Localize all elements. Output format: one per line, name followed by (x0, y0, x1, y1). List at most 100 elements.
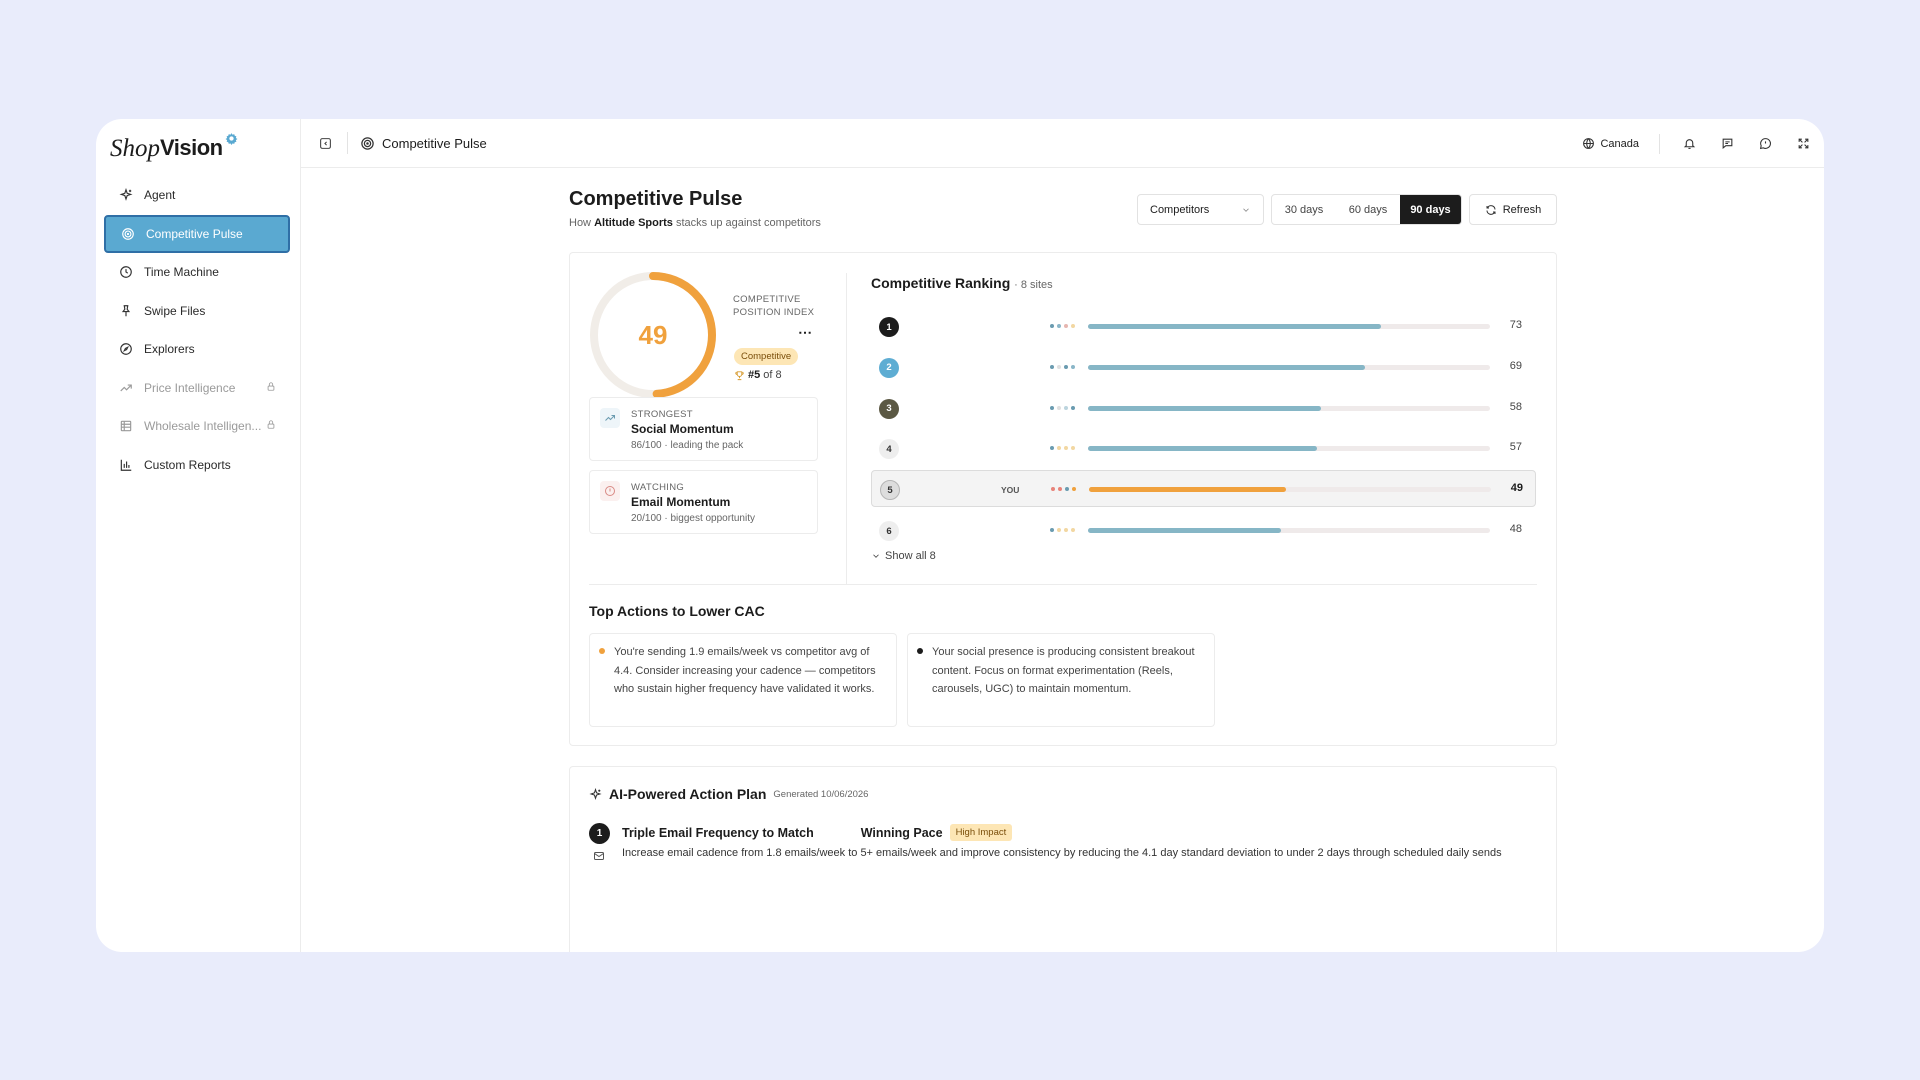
channel-dot (1064, 446, 1068, 451)
country-selector[interactable]: Canada (1582, 137, 1639, 150)
score-value: 48 (1509, 523, 1522, 535)
refresh-icon (1486, 204, 1496, 215)
rank-badge: 1 (879, 317, 899, 337)
channel-dot (1064, 528, 1068, 532)
generated-date: Generated 10/06/2026 (773, 788, 869, 800)
fullscreen-icon[interactable] (1794, 135, 1812, 153)
sidebar-item-label: Competitive Pulse (146, 226, 243, 241)
status-badge: Competitive (734, 348, 799, 365)
range-90-days[interactable]: 90 days (1400, 195, 1461, 224)
rank-badge: 3 (879, 398, 899, 419)
strongest-insight[interactable]: STRONGEST Social Momentum 86/100 · leadi… (589, 397, 818, 461)
channel-dot (1057, 364, 1061, 369)
action-text: You're sending 1.9 emails/week vs compet… (614, 646, 876, 695)
sidebar-item-label: Wholesale Intelligen... (144, 419, 262, 433)
sidebar-item-price-intelligence[interactable]: Price Intelligence (104, 369, 290, 407)
you-tag: YOU (1001, 485, 1020, 496)
score-bar-fill (1088, 446, 1318, 452)
score-value: 73 (1509, 319, 1522, 331)
score-value: 69 (1509, 359, 1522, 372)
action-card[interactable]: You're sending 1.9 emails/week vs compet… (589, 633, 897, 727)
sidebar-item-agent[interactable]: Agent (104, 176, 290, 214)
score-bar-fill (1089, 487, 1286, 493)
topbar-actions: Canada (1582, 119, 1812, 168)
channel-dots (1050, 405, 1078, 410)
ranking-row[interactable]: 3 58 (871, 390, 1536, 427)
sidebar-item-custom-reports[interactable]: Custom Reports (104, 446, 290, 484)
step-title-part: Triple Email Frequency to Match (622, 825, 814, 840)
more-menu-icon[interactable]: ⋯ (798, 324, 813, 340)
score-bar-track (1088, 324, 1490, 329)
topbar-divider (347, 132, 348, 154)
range-30-days[interactable]: 30 days (1284, 203, 1324, 216)
channel-dots (1051, 487, 1079, 492)
step-title[interactable]: Triple Email Frequency to Match Winning … (622, 824, 1013, 841)
bar-chart-icon (118, 457, 134, 473)
subtitle-suffix: stacks up against competitors (675, 217, 821, 229)
competitors-select[interactable]: Competitors (1137, 194, 1264, 225)
insight-title: Email Momentum (631, 495, 731, 509)
score-value: 57 (1509, 441, 1522, 454)
channel-dot (1071, 364, 1075, 369)
section-divider (589, 584, 1537, 585)
channel-dot (1071, 446, 1075, 451)
insight-detail: 20/100 · biggest opportunity (631, 513, 755, 524)
range-60-days[interactable]: 60 days (1348, 203, 1388, 216)
rank-of: of 8 (763, 369, 782, 381)
show-all-button[interactable]: Show all 8 (871, 550, 936, 562)
ranking-title-text: Competitive Ranking (871, 275, 1011, 291)
ranking-row-you[interactable]: 5 YOU 49 (871, 470, 1536, 508)
sidebar-item-wholesale-intelligence[interactable]: Wholesale Intelligen... (104, 407, 290, 445)
score-bar-track (1088, 446, 1490, 452)
header-controls: Competitors 30 days 60 days 90 days Refr… (1137, 194, 1557, 225)
actions-title: Top Actions to Lower CAC (589, 603, 765, 619)
logo-gear-icon (225, 133, 238, 145)
rank-value: #5 (748, 369, 761, 381)
sidebar-item-swipe-files[interactable]: Swipe Files (104, 292, 290, 330)
channel-dot (1057, 446, 1061, 451)
logo-text-vision: Vision (160, 135, 223, 160)
channel-dot (1057, 528, 1061, 532)
refresh-button[interactable]: Refresh (1469, 194, 1557, 225)
collapse-sidebar-icon[interactable] (317, 135, 333, 151)
channel-dot (1058, 487, 1062, 492)
bell-icon[interactable] (1680, 135, 1698, 153)
action-card[interactable]: Your social presence is producing consis… (907, 633, 1215, 727)
main-area: Competitive Pulse Canada Competitive Pul… (301, 119, 1824, 952)
logo-text-shop: Shop (110, 135, 160, 162)
sidebar-item-explorers[interactable]: Explorers (104, 330, 290, 368)
alert-circle-icon (600, 481, 620, 501)
channel-dot (1071, 324, 1075, 328)
sidebar-item-label: Swipe Files (144, 303, 206, 318)
ranking-row[interactable]: 1 73 (871, 308, 1536, 345)
impact-badge: High Impact (949, 824, 1013, 841)
sidebar: Shop Vision Agent Competitive Pulse Time… (96, 119, 301, 952)
ranking-row[interactable]: 4 57 (871, 430, 1536, 467)
watching-insight[interactable]: WATCHING Email Momentum 20/100 · biggest… (589, 470, 818, 534)
action-plan-title: AI-Powered Action Plan (609, 786, 767, 802)
channel-dots (1050, 364, 1078, 369)
logo[interactable]: Shop Vision (110, 127, 238, 163)
channel-dot (1064, 364, 1068, 369)
gauge-fill (590, 272, 716, 398)
sidebar-item-time-machine[interactable]: Time Machine (104, 253, 290, 291)
chat-icon[interactable] (1756, 135, 1774, 153)
column-divider (846, 273, 847, 585)
channel-dot (1050, 446, 1054, 451)
topbar-divider (1659, 133, 1660, 154)
channel-dot (1072, 487, 1076, 492)
sidebar-item-label: Explorers (144, 342, 195, 356)
sidebar-item-label: Custom Reports (144, 457, 231, 472)
page-title: Competitive Pulse (569, 188, 743, 210)
sparkle-icon (589, 787, 602, 800)
trend-icon (118, 380, 134, 396)
feedback-icon[interactable] (1718, 135, 1736, 153)
channel-dot (1071, 405, 1075, 410)
sidebar-item-competitive-pulse[interactable]: Competitive Pulse (104, 214, 290, 253)
ranking-row[interactable]: 6 48 (871, 512, 1536, 549)
sidebar-item-label: Agent (144, 188, 176, 202)
ranking-row[interactable]: 2 69 (871, 349, 1536, 386)
country-label: Canada (1600, 137, 1639, 150)
ranking-title: Competitive Ranking · 8 sites (871, 275, 1053, 291)
insight-detail: 86/100 · leading the pack (631, 440, 744, 451)
